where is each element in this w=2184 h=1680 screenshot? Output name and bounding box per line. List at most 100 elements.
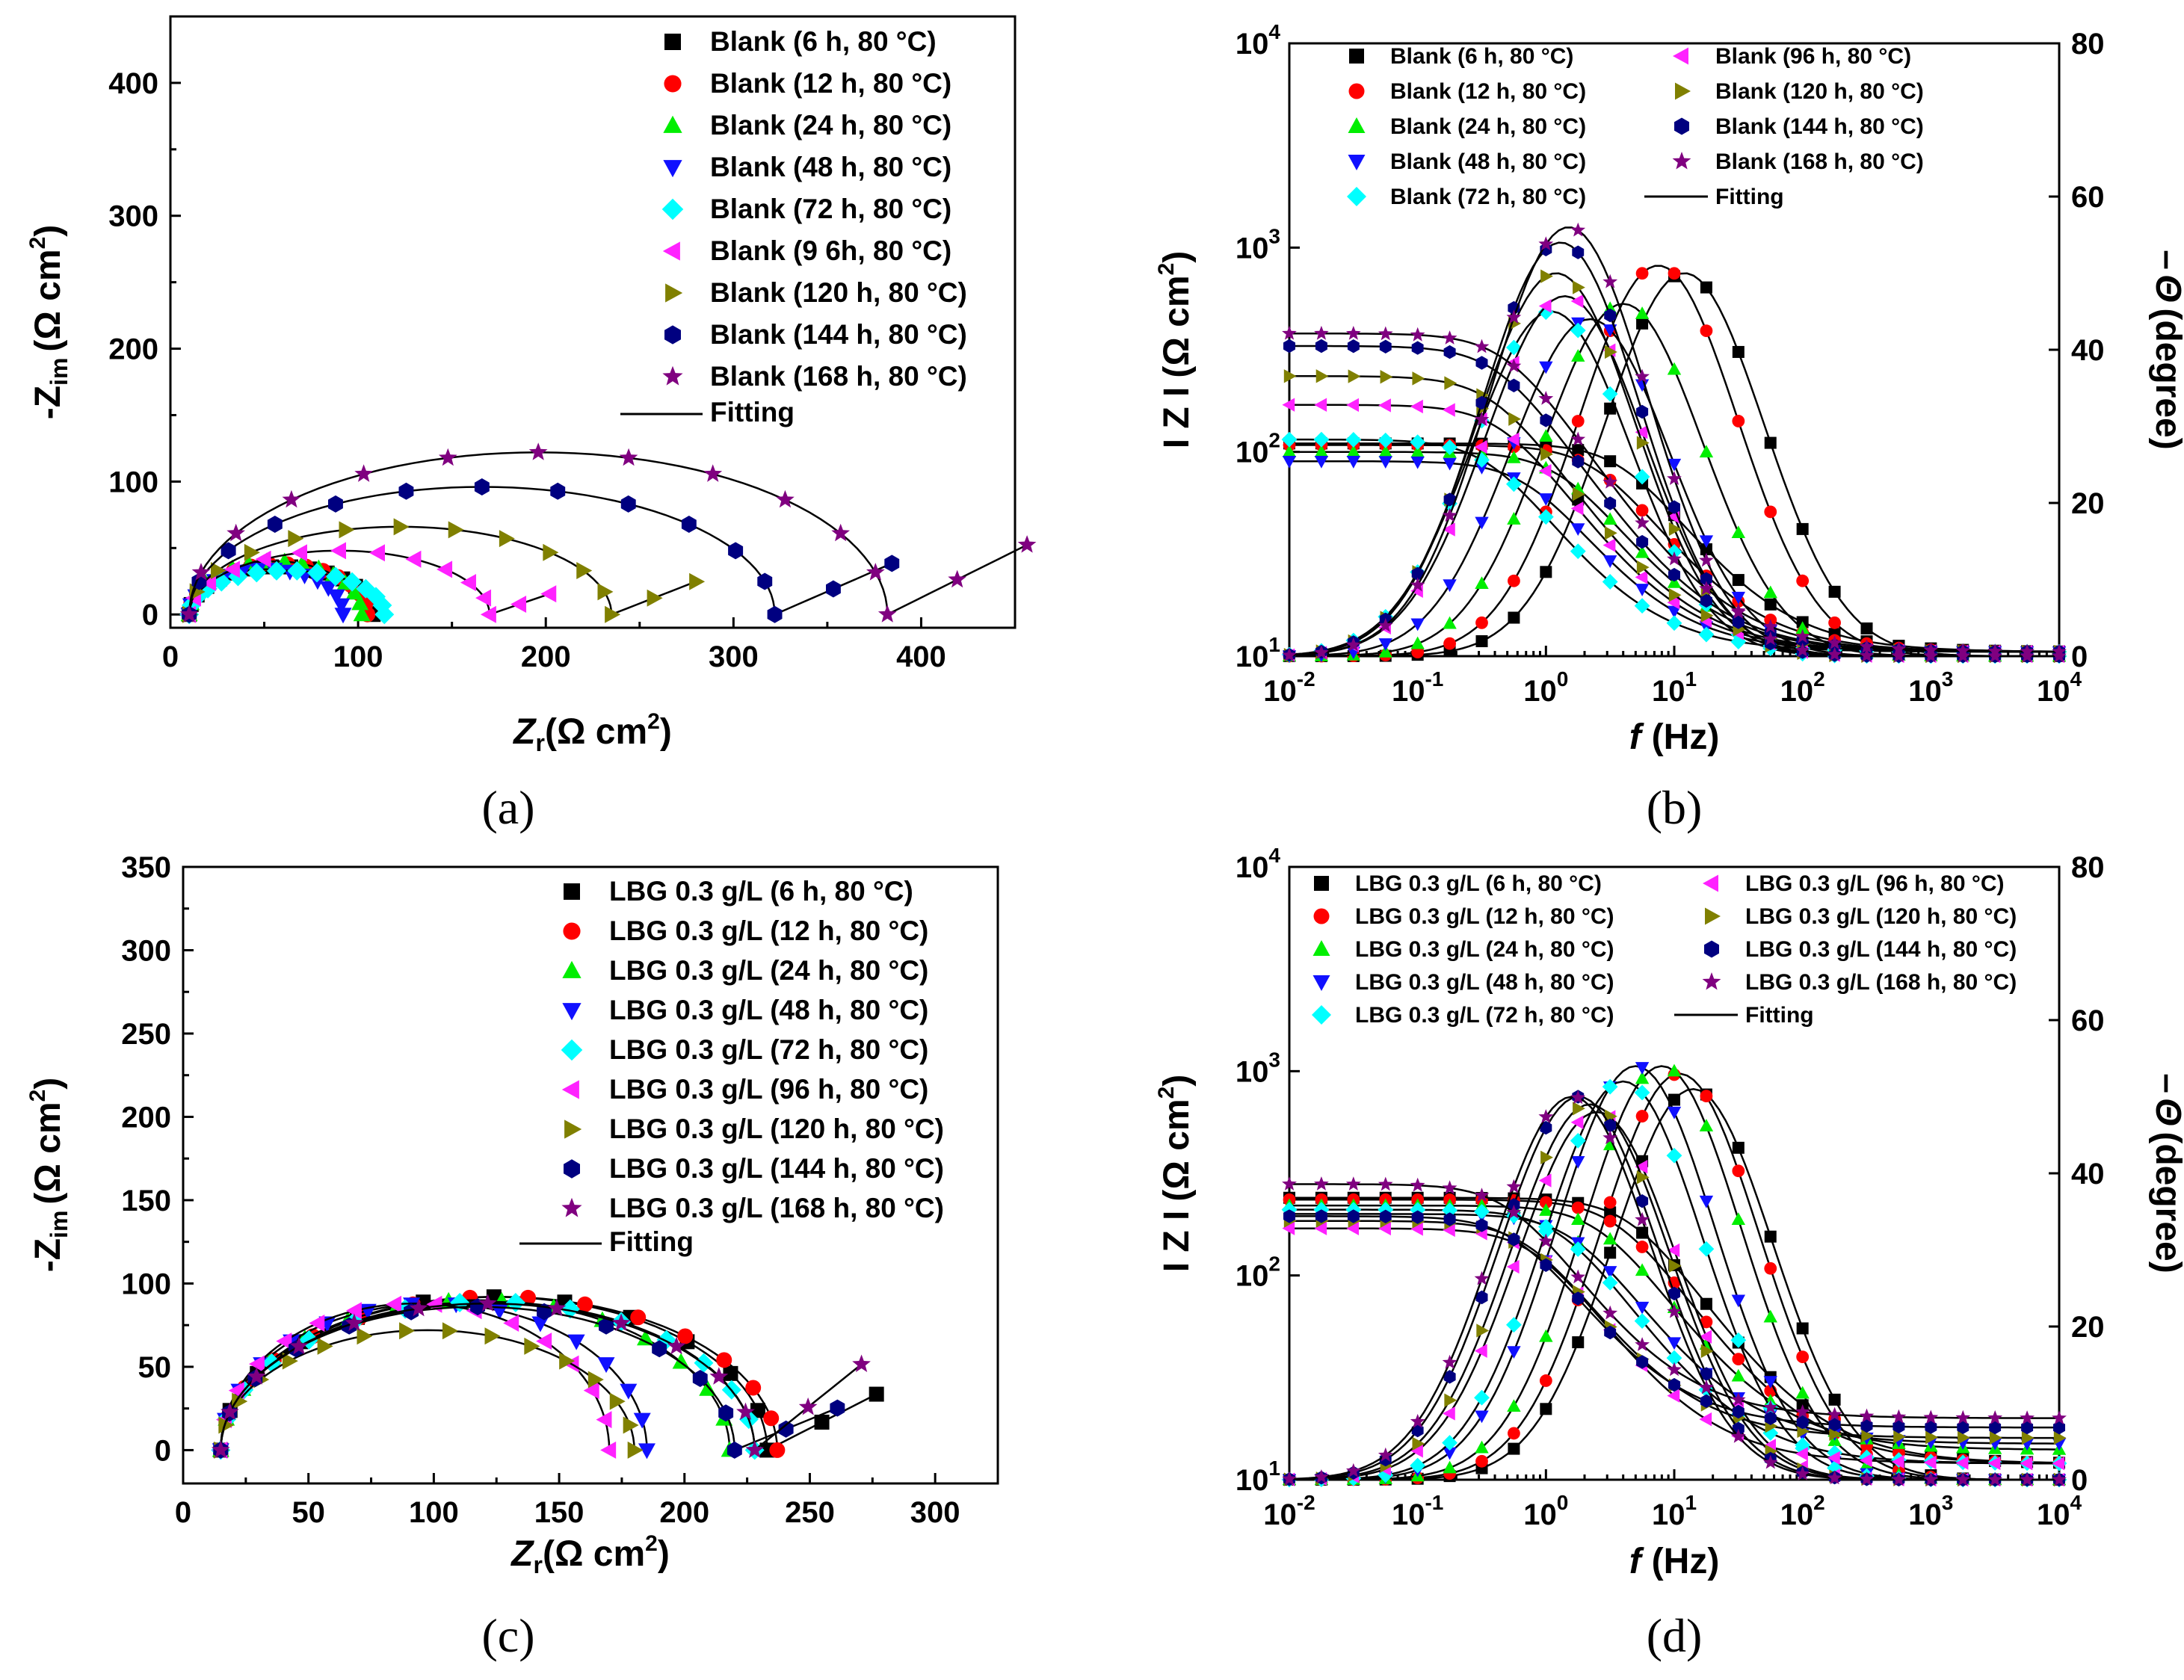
data-point-modulus [1346, 456, 1361, 469]
data-point-modulus [1796, 1415, 1809, 1430]
data-point-phase [1796, 1322, 1809, 1335]
data-point-modulus [1666, 1350, 1682, 1366]
data-point-phase [1732, 345, 1745, 358]
data-point-modulus [1859, 1453, 1872, 1468]
data-point-modulus [1635, 1263, 1650, 1276]
data-point [480, 605, 496, 623]
data-point-modulus [1700, 1297, 1712, 1310]
data-point [763, 1410, 780, 1427]
data-point-phase [1602, 274, 1618, 288]
legend-marker [1314, 876, 1329, 891]
data-point-modulus [1539, 1196, 1552, 1209]
series-144h [1283, 1090, 2065, 1487]
data-point-phase [1282, 647, 1297, 662]
y-tick-label: 101 [1236, 1457, 1280, 1497]
legend-label: Blank (6 h, 80 °C) [710, 26, 937, 57]
data-point-phase [1764, 1261, 1777, 1275]
x-axis-title: f (Hz) [1629, 1542, 1720, 1581]
data-point-phase [1700, 572, 1712, 586]
data-point-phase [1602, 324, 1617, 337]
x-tick-label: 100 [1523, 1491, 1568, 1531]
y-axis-title-left: I Z I(Ω cm2) [1154, 1075, 1197, 1273]
data-point-modulus [1506, 358, 1522, 373]
data-point-phase [1506, 1259, 1520, 1274]
data-point-phase [1732, 615, 1745, 629]
data-point-phase [1508, 1442, 1520, 1455]
data-point-phase [1635, 267, 1649, 280]
data-point-phase [1443, 579, 1457, 593]
data-point [767, 605, 783, 623]
y-tick-label: 300 [121, 934, 171, 967]
panel-label: (c) [481, 1609, 534, 1662]
data-point-phase [1764, 505, 1777, 519]
data-point [460, 574, 476, 592]
data-point-modulus [1573, 487, 1585, 501]
data-point [248, 1355, 265, 1373]
x-tick-label: 300 [910, 1496, 960, 1529]
data-point-phase [1282, 1471, 1297, 1486]
data-point-phase [1762, 1454, 1778, 1469]
data-point-phase [1987, 648, 2003, 663]
data-point-modulus [1538, 1233, 1554, 1248]
data-point [667, 1336, 686, 1355]
legend-label: LBG 0.3 g/L (168 h, 80 °C) [1745, 970, 2017, 995]
data-point [267, 516, 283, 533]
y-tick-label: 250 [121, 1018, 171, 1051]
data-point-phase [1475, 516, 1489, 530]
data-point-phase [1443, 1460, 1457, 1474]
data-point-phase [1506, 1317, 1522, 1333]
data-point-modulus [1378, 445, 1392, 457]
y-axis-title: -Zim(Ω cm2) [25, 225, 73, 420]
data-point-phase [1730, 604, 1746, 619]
data-point-phase [1506, 309, 1522, 324]
data-point-modulus [1314, 398, 1327, 412]
data-point [220, 1402, 239, 1421]
panel-d-bode-lbg: 10-2 10-1 100 101 102 103 10410110210310402040… [1154, 844, 2184, 1662]
data-point [814, 1414, 830, 1430]
data-point [723, 1365, 738, 1381]
data-point-phase [1540, 269, 1553, 283]
legend-fit-label: Fitting [1715, 185, 1784, 209]
data-point-phase [1828, 1393, 1841, 1406]
data-point [327, 589, 345, 605]
data-point-modulus [1859, 639, 1875, 653]
data-point-phase [1442, 522, 1455, 537]
series-24h [1282, 1063, 2067, 1486]
data-point-modulus [1378, 326, 1393, 341]
data-point-phase [1795, 1440, 1811, 1457]
data-point [596, 1411, 612, 1429]
data-point-phase [1573, 280, 1585, 294]
data-point-modulus [1571, 523, 1585, 536]
data-point-modulus [1604, 526, 1617, 540]
data-point-modulus [1955, 1409, 1971, 1424]
data-point-phase [1570, 222, 1586, 237]
data-point-modulus [1315, 339, 1327, 353]
data-point-modulus [1506, 476, 1522, 492]
data-point [442, 1322, 458, 1340]
x-tick-label: 10-1 [1392, 667, 1443, 708]
data-point-modulus [1379, 339, 1392, 353]
data-point [448, 521, 464, 539]
data-point-modulus [1282, 445, 1297, 457]
data-point-phase [1604, 1109, 1617, 1123]
data-point [357, 1327, 373, 1345]
data-point-phase [1827, 1470, 1842, 1485]
data-point-modulus [1540, 413, 1552, 427]
legend-label: LBG 0.3 g/L (144 h, 80 °C) [609, 1153, 944, 1184]
data-point [438, 448, 457, 466]
data-point [709, 1367, 729, 1385]
data-point-phase [1442, 1406, 1455, 1421]
data-point [652, 1340, 667, 1358]
x-tick-label: 0 [162, 640, 179, 673]
data-point [282, 490, 301, 508]
data-point [623, 1416, 639, 1434]
legend-marker [1673, 47, 1688, 65]
data-point-phase [1891, 1471, 1907, 1486]
data-point-modulus [1795, 1404, 1810, 1418]
legend-label: LBG 0.3 g/L (72 h, 80 °C) [609, 1034, 928, 1065]
data-point-modulus [1893, 1419, 1905, 1434]
data-point-modulus [1860, 1418, 1873, 1433]
y-tick-label: 102 [1236, 1253, 1280, 1293]
data-point-modulus [1602, 1305, 1618, 1320]
data-point-phase [1668, 522, 1682, 537]
